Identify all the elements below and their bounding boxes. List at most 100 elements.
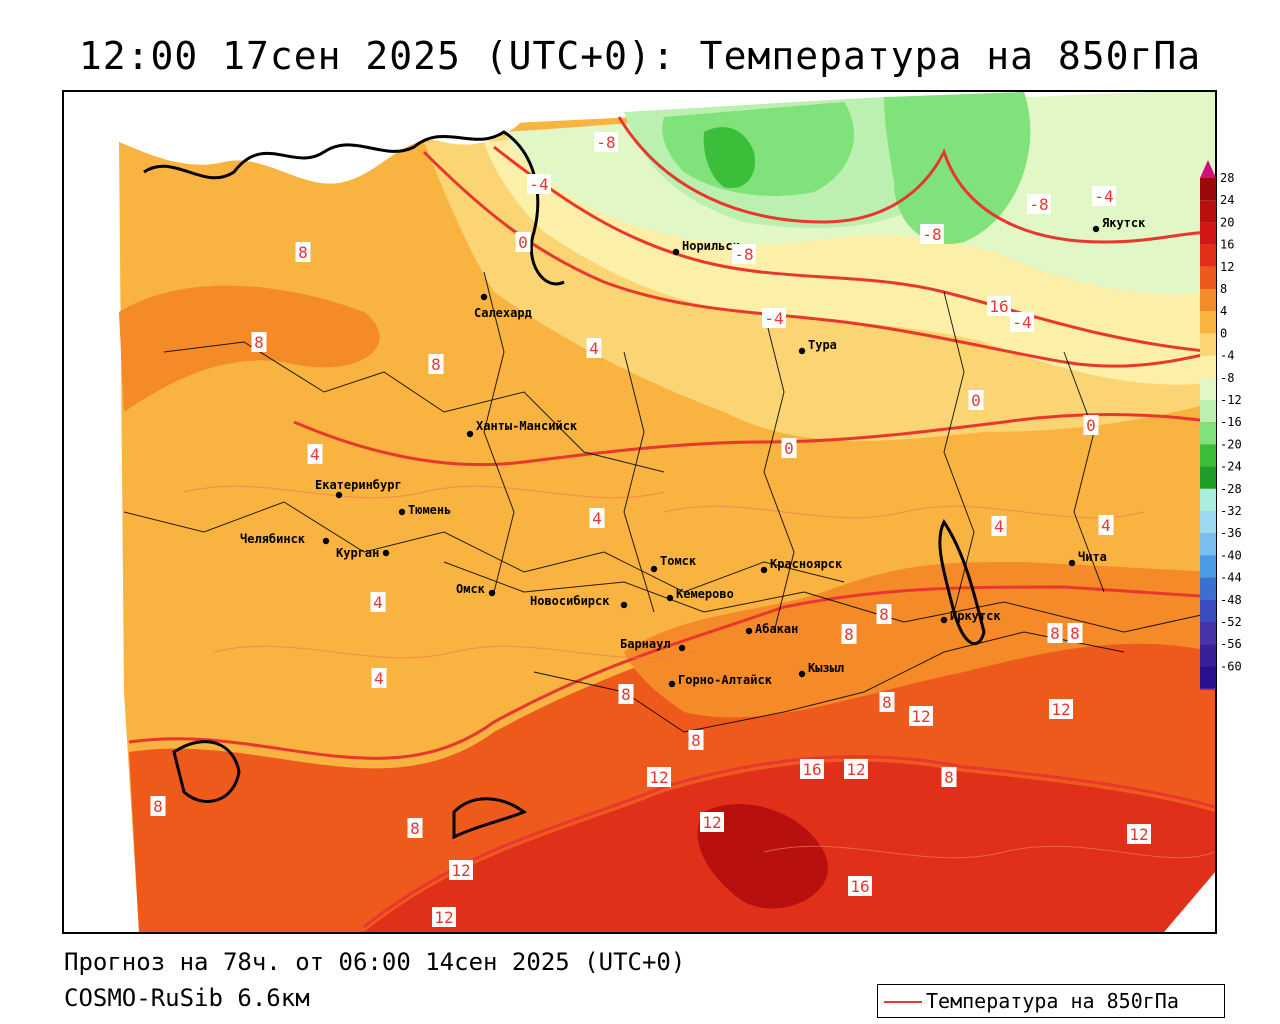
city-label: Абакан	[755, 622, 798, 636]
contour-label: 4	[310, 445, 320, 464]
city-label: Кемерово	[676, 587, 734, 601]
contour-label: 8	[153, 797, 163, 816]
colorbar-tick-label: -8	[1220, 371, 1234, 385]
contour-label: -4	[1094, 187, 1113, 206]
colorbar: 28 24 20 16 12 8 4 0 -4 -8 -12 -16 -20 -24 -28 -32 -36 -4…	[1200, 160, 1280, 707]
chart-title: 12:00 17сен 2025 (UTC+0): Температура на…	[78, 34, 1202, 78]
city-label: Ханты-Мансийск	[476, 419, 578, 433]
contour-label: -4	[764, 309, 783, 328]
colorbar-tick-label: 16	[1220, 238, 1234, 252]
colorbar-cap-top	[1200, 160, 1216, 178]
band-green-east	[884, 92, 1031, 244]
legend-line-swatch	[884, 1001, 922, 1003]
contour-label-bg	[150, 796, 166, 816]
contour-label-bg	[848, 876, 872, 896]
colorbar-tick-label: 24	[1220, 193, 1234, 207]
city-marker	[1092, 225, 1100, 233]
contour-label: 8	[621, 685, 631, 704]
contour-label: 0	[1086, 416, 1096, 435]
contour-label: 4	[592, 509, 602, 528]
city-marker	[650, 565, 658, 573]
contour-label: 16	[802, 760, 821, 779]
city-marker	[398, 508, 406, 516]
city-label: Норильск	[682, 239, 741, 253]
contour-label: 8	[298, 243, 308, 262]
coastline-arctic	[143, 130, 565, 286]
city-label: Тура	[808, 338, 837, 352]
city-label: Новосибирск	[530, 594, 610, 608]
contour-label: 8	[944, 768, 954, 787]
colorbar-tick-label: -16	[1220, 415, 1242, 429]
city-label: Екатеринбург	[315, 478, 402, 492]
city-marker	[620, 601, 628, 609]
contour-label: 8	[879, 605, 889, 624]
city-marker	[940, 616, 948, 624]
isotherm-0	[422, 150, 1215, 368]
colorbar-tick-label: -40	[1220, 548, 1242, 562]
contour-label: 0	[518, 233, 528, 252]
model-name: COSMO-RuSib 6.6км	[64, 984, 310, 1012]
colorbar-cell	[1200, 444, 1216, 467]
contour-label-bg	[307, 444, 323, 464]
contour-label: 16	[850, 877, 869, 896]
colorbar-cell	[1200, 400, 1216, 423]
colorbar-tick-label: -48	[1220, 593, 1242, 607]
colorbar-tick-label: 8	[1220, 282, 1227, 296]
colorbar-cell	[1200, 644, 1216, 667]
contour-label-bg	[407, 818, 423, 838]
contour-label: 0	[784, 439, 794, 458]
contour-label: 12	[649, 768, 668, 787]
contour-label-bg	[1047, 623, 1063, 643]
contour-label-bg	[586, 338, 602, 358]
city-marker	[382, 549, 390, 557]
contour-label-bg	[432, 907, 456, 927]
colorbar-tick-label: 20	[1220, 215, 1234, 229]
colorbar-cell	[1200, 577, 1216, 600]
colorbar-tick-label: 12	[1220, 260, 1234, 274]
contour-label: -8	[734, 245, 753, 264]
contour-label: 12	[911, 707, 930, 726]
contour-label-bg	[515, 232, 531, 252]
city-marker	[745, 627, 753, 635]
city-label: Салехард	[474, 306, 532, 320]
forecast-info: Прогноз на 78ч. от 06:00 14сен 2025 (UTC…	[64, 948, 686, 976]
city-label: Тюмень	[408, 503, 451, 517]
colorbar-cell	[1200, 622, 1216, 645]
band-neg16	[703, 127, 755, 188]
city-marker	[668, 680, 676, 688]
legend-label: Температура на 850гПа	[926, 989, 1179, 1013]
colorbar-tick-label: -36	[1220, 526, 1242, 540]
isotherm-neg4	[493, 145, 1215, 354]
city-label: Якутск	[1102, 216, 1146, 230]
contour-label-bg	[1098, 515, 1114, 535]
contour-label-bg	[876, 604, 892, 624]
colorbar-cell	[1200, 266, 1216, 289]
contour-label: 12	[1051, 700, 1070, 719]
city-marker	[672, 248, 680, 256]
colorbar-tick-label: 0	[1220, 326, 1227, 340]
city-label: Томск	[660, 554, 697, 568]
colorbar-cell	[1200, 555, 1216, 578]
contour-label: 0	[971, 391, 981, 410]
colorbar-cell	[1200, 178, 1216, 201]
city-marker	[466, 430, 474, 438]
aral-sea	[172, 740, 241, 803]
colorbar-tick-label: -52	[1220, 615, 1242, 629]
isotherm-12	[363, 755, 1215, 929]
colorbar-tick-label: -32	[1220, 504, 1242, 518]
contour-label-bg	[732, 244, 756, 264]
city-marker	[798, 347, 806, 355]
colorbar-cell	[1200, 488, 1216, 511]
contour-label-bg	[688, 730, 704, 750]
map-frame: Норильск Якутск Салехард Тура Ханты-Мансийск…	[62, 90, 1217, 934]
contour-label-bg	[370, 592, 386, 612]
contour-label-bg	[968, 390, 984, 410]
contour-label: 8	[1050, 624, 1060, 643]
band-8-east	[624, 562, 1215, 718]
colorbar-cell	[1200, 355, 1216, 378]
city-marker	[798, 670, 806, 678]
contour-label: 12	[434, 908, 453, 927]
colorbar-cell	[1200, 289, 1216, 312]
colorbar-cell	[1200, 222, 1216, 245]
contour-label: -4	[1012, 313, 1031, 332]
